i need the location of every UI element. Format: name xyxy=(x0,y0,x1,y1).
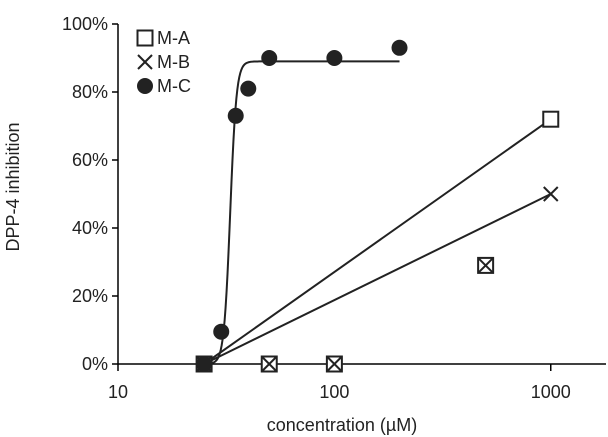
y-tick-label: 0% xyxy=(82,354,108,374)
legend: M-A M-B M-C xyxy=(136,28,191,96)
data-markers xyxy=(195,39,560,373)
x-axis-title: concentration (µM) xyxy=(267,415,417,435)
fit-curve-m-c xyxy=(204,60,400,365)
y-tick-label: 20% xyxy=(72,286,108,306)
fit-lines xyxy=(203,60,552,365)
marker-x-stroke xyxy=(261,356,277,372)
legend-marker-m-b xyxy=(137,54,153,70)
data-point-m-c xyxy=(326,50,343,66)
legend-label-m-c: M-C xyxy=(157,76,191,96)
legend-marker-m-c xyxy=(137,78,153,94)
marker-x-stroke xyxy=(137,54,153,70)
data-point-m-c xyxy=(391,39,408,56)
legend-marker-m-a xyxy=(136,29,154,47)
data-point-m-c xyxy=(213,323,230,340)
y-tick-label: 60% xyxy=(72,150,108,170)
y-tick-label: 100% xyxy=(62,14,108,34)
marker-x-stroke xyxy=(543,186,559,202)
data-point-m-c xyxy=(261,50,278,66)
data-point-m-c xyxy=(227,107,244,124)
x-tick-label: 100 xyxy=(319,382,349,402)
data-point-m-c xyxy=(196,356,213,372)
data-point-m-b xyxy=(326,356,343,372)
fit-line-m-a xyxy=(203,118,552,365)
legend-label-m-a: M-A xyxy=(157,28,190,48)
data-point-m-b xyxy=(543,186,559,202)
y-tick-label: 80% xyxy=(72,82,108,102)
data-point-m-a xyxy=(542,110,560,128)
data-point-m-c xyxy=(240,80,257,97)
data-point-m-b xyxy=(261,356,277,372)
data-point-m-b xyxy=(477,257,494,274)
x-tick-label: 10 xyxy=(108,382,128,402)
y-tick-label: 40% xyxy=(72,218,108,238)
marker-x-stroke xyxy=(477,257,494,274)
marker-x-stroke xyxy=(326,356,343,372)
x-tick-label: 1000 xyxy=(531,382,571,402)
fit-line-m-b xyxy=(203,193,552,365)
y-axis-title: DPP-4 inhibition xyxy=(3,122,23,251)
legend-label-m-b: M-B xyxy=(157,52,190,72)
